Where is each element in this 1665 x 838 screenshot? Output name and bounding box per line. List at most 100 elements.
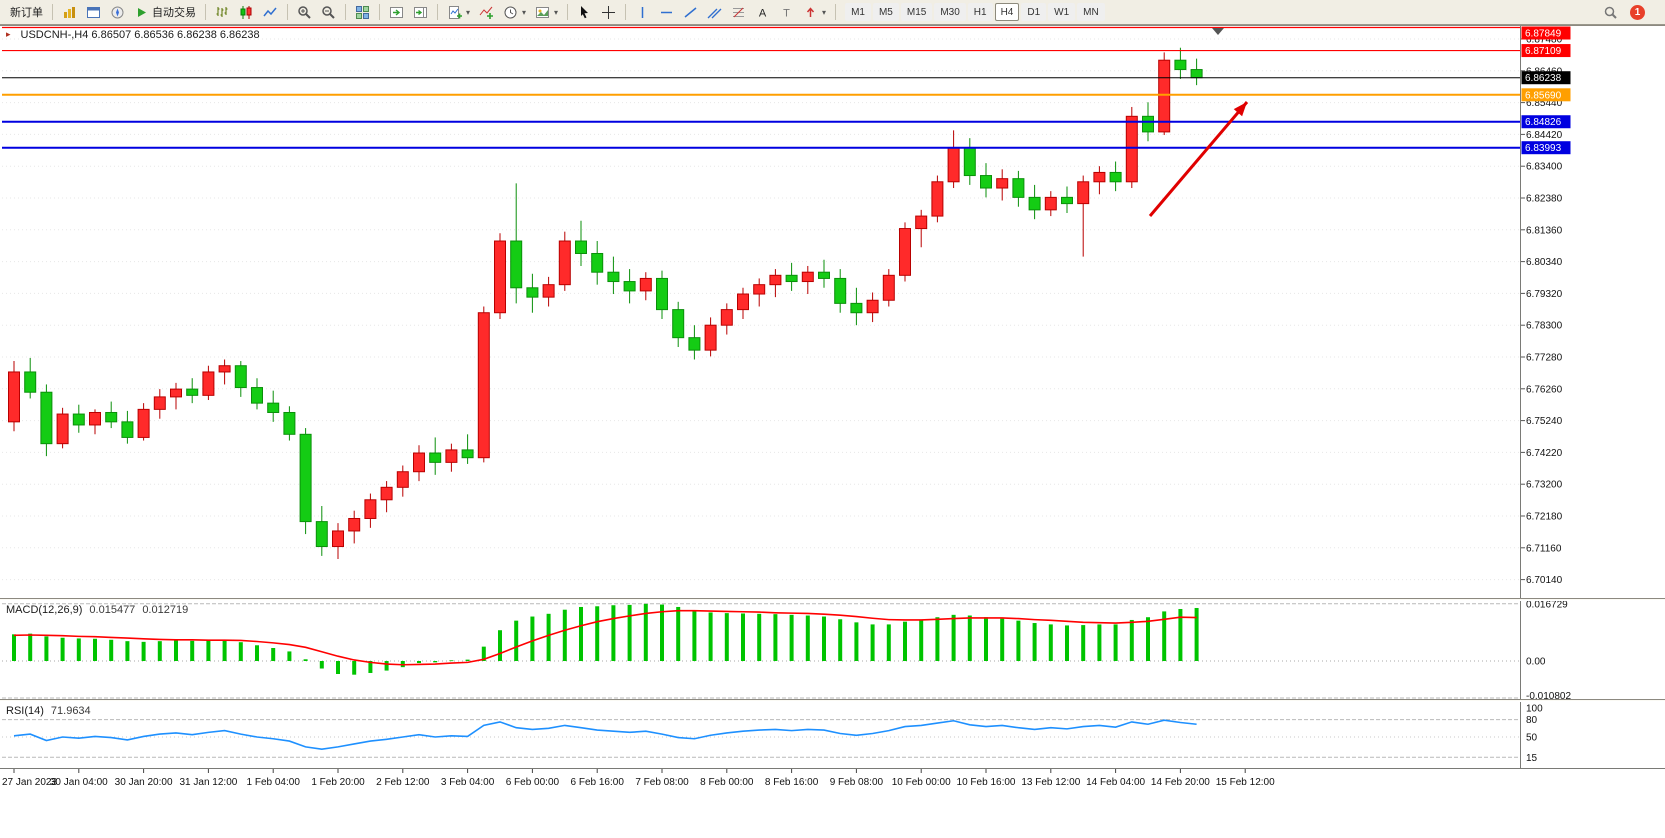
search-button[interactable] bbox=[1599, 2, 1622, 22]
label-button[interactable]: T bbox=[775, 2, 798, 22]
price-axis-label: 6.84420 bbox=[1526, 130, 1563, 141]
candle bbox=[364, 493, 377, 528]
price-badge-label: 6.86238 bbox=[1525, 73, 1562, 84]
macd-histogram-bar bbox=[530, 616, 535, 661]
auto-trading-button[interactable]: 自动交易 bbox=[130, 2, 200, 22]
arrow-object-icon bbox=[806, 6, 815, 17]
price-axis-label: 6.70140 bbox=[1526, 575, 1563, 586]
macd-histogram-bar bbox=[60, 637, 65, 661]
macd-histogram-bar bbox=[336, 661, 340, 674]
macd-histogram-bar bbox=[854, 622, 859, 661]
candle bbox=[963, 138, 976, 185]
trendline-button[interactable] bbox=[679, 2, 702, 22]
macd-histogram bbox=[12, 603, 1199, 675]
one-click-trading-toggle[interactable]: ▸ bbox=[6, 29, 11, 39]
rsi-value: 71.9634 bbox=[50, 705, 91, 717]
navigator-button[interactable] bbox=[106, 2, 129, 22]
timeframe-button-H1[interactable]: H1 bbox=[967, 3, 993, 21]
macd-histogram-bar bbox=[157, 641, 162, 661]
toolbar-separator bbox=[625, 4, 627, 20]
zoom-in-button[interactable] bbox=[293, 2, 316, 22]
horizontal-line-button[interactable] bbox=[655, 2, 678, 22]
trendline-icon bbox=[684, 6, 697, 18]
fibonacci-button[interactable] bbox=[727, 2, 750, 22]
candle bbox=[429, 437, 442, 475]
chevron-down-icon: ▾ bbox=[522, 7, 527, 17]
data-window-button[interactable] bbox=[82, 2, 105, 22]
time-axis-label: 3 Feb 04:00 bbox=[441, 777, 495, 788]
macd-histogram-bar bbox=[481, 646, 486, 661]
timeframe-button-H4[interactable]: H4 bbox=[994, 3, 1020, 21]
time-axis[interactable]: 27 Jan 2023 30 Jan 04:00 30 Jan 20:00 31 Ja… bbox=[0, 768, 1665, 802]
chart-shift-button[interactable] bbox=[409, 2, 432, 22]
macd-histogram-bar bbox=[822, 616, 826, 661]
price-axis-label: 6.78300 bbox=[1526, 321, 1563, 332]
macd-histogram-bar bbox=[109, 639, 114, 661]
macd-histogram-bar bbox=[773, 614, 778, 661]
time-axis-label: 13 Feb 12:00 bbox=[1021, 777, 1080, 788]
time-axis-label: 31 Jan 12:00 bbox=[179, 777, 237, 788]
svg-text:T: T bbox=[783, 7, 790, 19]
indicators-button[interactable] bbox=[475, 2, 498, 22]
timeframe-button-M1[interactable]: M1 bbox=[845, 3, 871, 21]
macd-histogram-bar bbox=[838, 619, 843, 661]
macd-histogram-bar bbox=[449, 660, 454, 662]
candlestick-chart-button[interactable] bbox=[235, 2, 258, 22]
time-axis-label: 10 Feb 16:00 bbox=[957, 777, 1016, 788]
candle bbox=[1093, 166, 1106, 195]
line-chart-button[interactable] bbox=[259, 2, 282, 22]
arrows-button[interactable]: ▾ bbox=[799, 2, 830, 22]
candle bbox=[105, 401, 118, 429]
main-chart-canvas[interactable]: 6.874806.864606.854406.844206.834006.823… bbox=[0, 26, 1665, 598]
vertical-line-button[interactable] bbox=[631, 2, 654, 22]
macd-histogram-bar bbox=[417, 661, 421, 664]
time-axis-label: 30 Jan 04:00 bbox=[50, 777, 108, 788]
macd-histogram-bar bbox=[1048, 624, 1053, 661]
timeframe-button-W1[interactable]: W1 bbox=[1048, 3, 1076, 21]
pane-splitter[interactable] bbox=[0, 699, 1665, 701]
tile-windows-button[interactable] bbox=[351, 2, 374, 22]
notification-badge[interactable]: 1 bbox=[1630, 4, 1645, 20]
rsi-indicator-name: RSI(14) bbox=[6, 705, 44, 717]
macd-histogram-bar bbox=[984, 617, 988, 661]
bar-chart-button[interactable] bbox=[211, 2, 234, 22]
time-axis-label: 14 Feb 20:00 bbox=[1151, 777, 1210, 788]
periods-button[interactable]: ▾ bbox=[499, 2, 530, 22]
pane-splitter[interactable] bbox=[0, 598, 1665, 600]
crosshair-button[interactable] bbox=[597, 2, 620, 22]
cursor-button[interactable] bbox=[573, 2, 596, 22]
macd-histogram-bar bbox=[579, 606, 583, 661]
price-line-badge: 6.87109 bbox=[1521, 44, 1571, 58]
auto-scroll-button[interactable] bbox=[385, 2, 408, 22]
timeframe-button-D1[interactable]: D1 bbox=[1021, 3, 1047, 21]
macd-histogram-bar bbox=[676, 606, 681, 661]
candle bbox=[137, 403, 150, 441]
macd-canvas[interactable]: 0.016729 0.00 -0.010802 bbox=[0, 599, 1665, 702]
macd-signal-value: 0.012719 bbox=[142, 604, 189, 616]
periods-icon bbox=[504, 6, 517, 18]
timeframe-button-MN[interactable]: MN bbox=[1077, 3, 1105, 21]
templates-button[interactable]: ▾ bbox=[531, 2, 562, 22]
timeframe-button-M15[interactable]: M15 bbox=[900, 3, 933, 21]
chart-title: USDCNH-,H4 6.86507 6.86536 6.86238 6.862… bbox=[20, 29, 260, 41]
price-badge-label: 6.84826 bbox=[1525, 117, 1562, 128]
macd-histogram-bar bbox=[1146, 617, 1150, 661]
new-order-button[interactable]: 新订单 bbox=[6, 2, 47, 22]
macd-histogram-bar bbox=[627, 604, 632, 661]
time-axis-label: 15 Feb 12:00 bbox=[1216, 777, 1275, 788]
time-axis-label: 7 Feb 08:00 bbox=[635, 777, 689, 788]
timeframe-button-M30[interactable]: M30 bbox=[934, 3, 966, 21]
new-chart-button[interactable]: ▾ bbox=[443, 2, 474, 22]
text-button[interactable]: A bbox=[751, 2, 774, 22]
candle bbox=[1190, 58, 1203, 86]
channel-button[interactable] bbox=[703, 2, 726, 22]
zoom-out-button[interactable] bbox=[317, 2, 340, 22]
toolbar-separator bbox=[835, 4, 837, 20]
chevron-down-icon: ▾ bbox=[554, 7, 559, 17]
market-watch-button[interactable] bbox=[58, 2, 81, 22]
candle bbox=[413, 445, 425, 482]
candle bbox=[170, 382, 182, 410]
timeframe-button-M5[interactable]: M5 bbox=[872, 3, 899, 21]
